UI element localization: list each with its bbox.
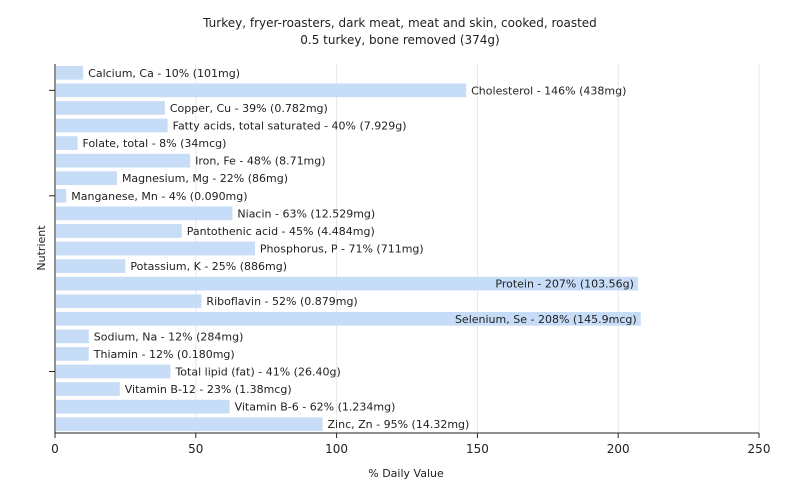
bar bbox=[56, 136, 78, 150]
bar bbox=[56, 364, 171, 379]
bar bbox=[56, 65, 84, 80]
chart-subtitle: 0.5 turkey, bone removed (374g) bbox=[300, 33, 499, 47]
x-tick-label: 250 bbox=[748, 442, 771, 456]
chart-title: Turkey, fryer-roasters, dark meat, meat … bbox=[202, 16, 597, 30]
x-axis-label: % Daily Value bbox=[368, 467, 444, 480]
x-tick-label: 150 bbox=[466, 442, 489, 456]
x-tick-labels: 0 50 100 150 200 250 bbox=[51, 442, 770, 456]
bar bbox=[56, 188, 67, 203]
bar-label: Thiamin - 12% (0.180mg) bbox=[93, 348, 235, 361]
bar bbox=[56, 399, 230, 414]
bar bbox=[56, 276, 638, 291]
bar bbox=[56, 206, 233, 221]
bar-label: Riboflavin - 52% (0.879mg) bbox=[206, 295, 357, 308]
bar bbox=[56, 241, 255, 256]
bar bbox=[56, 101, 165, 115]
x-tick-label: 200 bbox=[607, 442, 630, 456]
bar-label: Total lipid (fat) - 41% (26.40g) bbox=[174, 366, 340, 379]
bar-label: Pantothenic acid - 45% (4.484mg) bbox=[187, 225, 375, 238]
bar-label: Potassium, K - 25% (886mg) bbox=[130, 260, 287, 273]
bar bbox=[56, 171, 117, 186]
bar-label: Selenium, Se - 208% (145.9mcg) bbox=[455, 313, 637, 326]
bar bbox=[56, 382, 120, 396]
x-tick-label: 50 bbox=[188, 442, 203, 456]
y-axis-label: Nutrient bbox=[35, 225, 48, 271]
bar-label: Folate, total - 8% (34mcg) bbox=[83, 137, 227, 150]
bar-label: Niacin - 63% (12.529mg) bbox=[237, 207, 375, 220]
bar-label: Vitamin B-6 - 62% (1.234mg) bbox=[235, 401, 396, 414]
bar-label: Zinc, Zn - 95% (14.32mg) bbox=[328, 418, 470, 431]
bar-label: Calcium, Ca - 10% (101mg) bbox=[88, 67, 240, 80]
x-tick-label: 0 bbox=[51, 442, 59, 456]
bar-label: Magnesium, Mg - 22% (86mg) bbox=[122, 172, 288, 185]
bar bbox=[56, 153, 191, 168]
bar bbox=[56, 417, 323, 432]
bar-label: Copper, Cu - 39% (0.782mg) bbox=[170, 102, 328, 115]
bar-label: Cholesterol - 146% (438mg) bbox=[471, 84, 626, 97]
bar bbox=[56, 311, 641, 326]
bar-label: Vitamin B-12 - 23% (1.38mcg) bbox=[125, 383, 292, 396]
bars: Calcium, Ca - 10% (101mg) Cholesterol - 1… bbox=[56, 65, 641, 432]
bar bbox=[56, 83, 467, 98]
bar-label: Iron, Fe - 48% (8.71mg) bbox=[195, 155, 325, 168]
bar-label: Protein - 207% (103.56g) bbox=[495, 278, 634, 291]
bar-label: Phosphorus, P - 71% (711mg) bbox=[260, 243, 424, 256]
axes bbox=[49, 64, 760, 438]
bar-label: Fatty acids, total saturated - 40% (7.92… bbox=[173, 120, 407, 133]
bar bbox=[56, 294, 202, 309]
bar-label: Manganese, Mn - 4% (0.090mg) bbox=[71, 190, 247, 203]
bar bbox=[56, 118, 168, 133]
bar bbox=[56, 329, 89, 344]
bar bbox=[56, 259, 126, 273]
x-tick-label: 100 bbox=[325, 442, 348, 456]
bar bbox=[56, 224, 182, 238]
bar-label: Sodium, Na - 12% (284mg) bbox=[94, 330, 244, 343]
bar bbox=[56, 347, 89, 361]
gridlines bbox=[195, 64, 760, 433]
